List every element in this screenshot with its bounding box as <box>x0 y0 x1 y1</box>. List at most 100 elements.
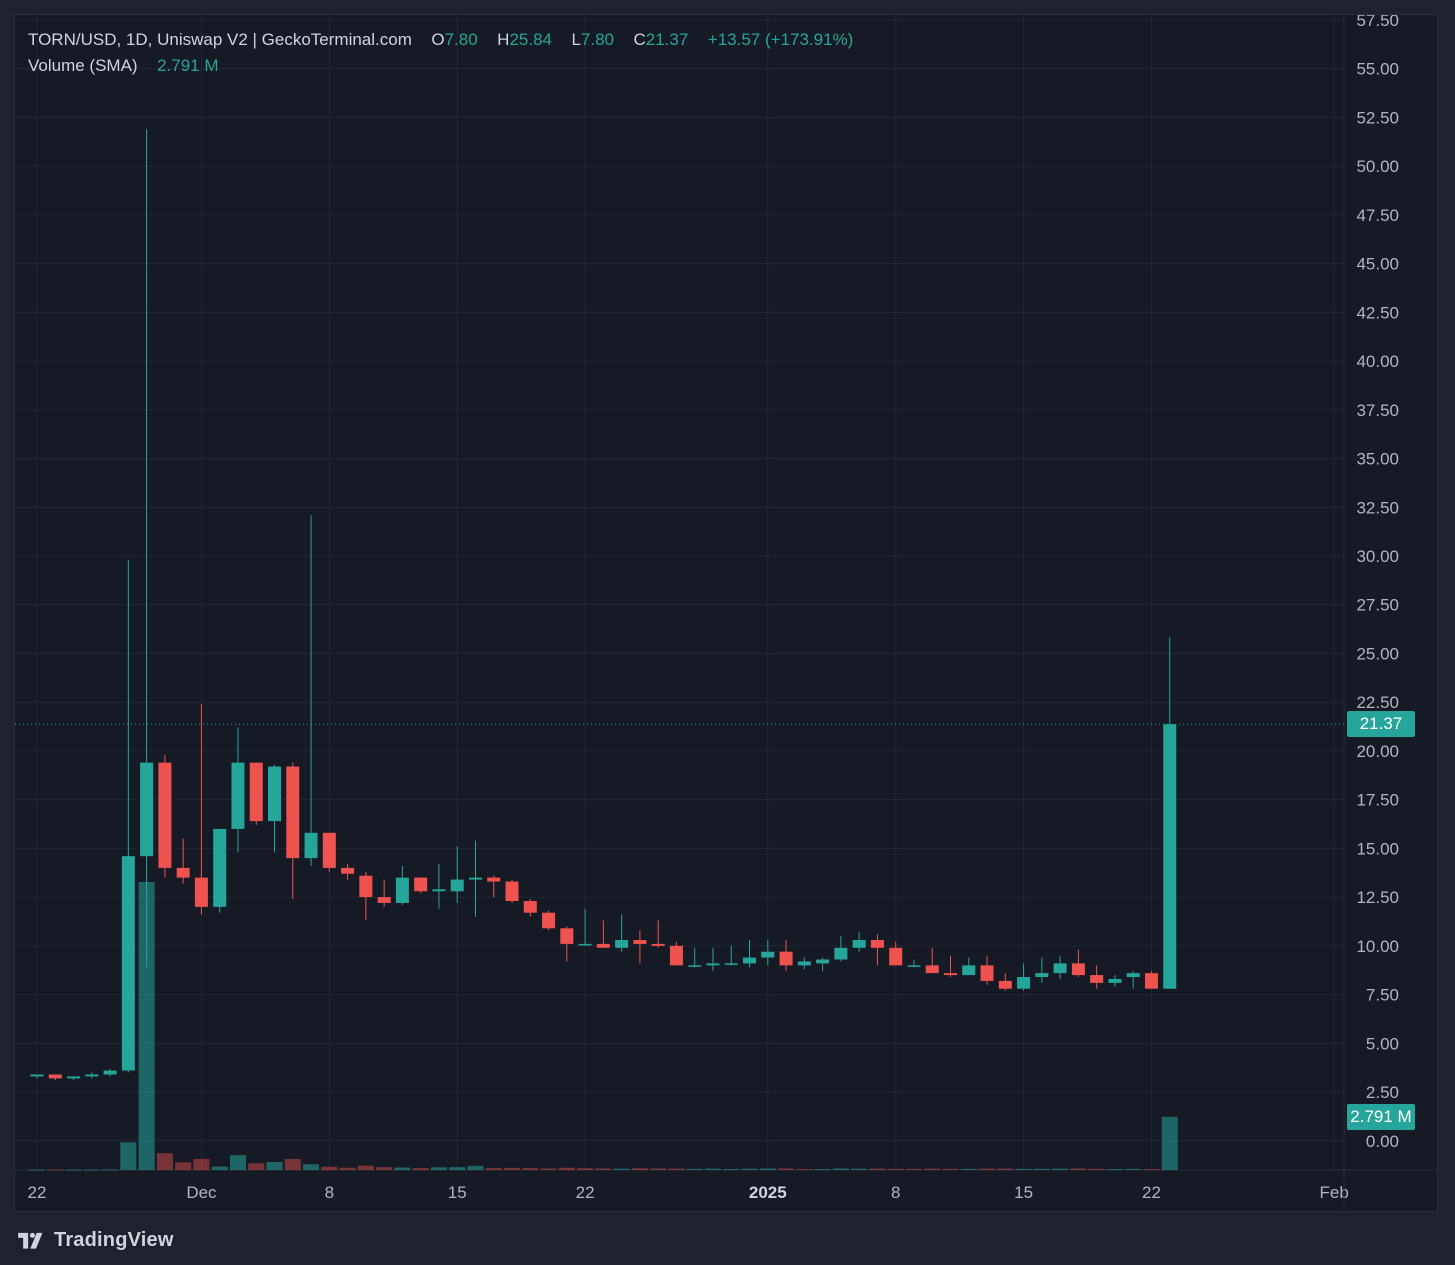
candle-body <box>907 965 921 967</box>
volume-bar <box>193 1158 210 1170</box>
candlestick-chart[interactable]: 0.00 2.50 5.00 7.50 10.00 12.50 15.00 17.50 20.0… <box>15 15 1438 1212</box>
volume-bar <box>321 1166 338 1170</box>
volume-bar <box>558 1167 575 1170</box>
volume-bar <box>266 1161 283 1170</box>
y-tick-label: 10.00 <box>1356 937 1399 956</box>
volume-bar <box>1106 1169 1123 1171</box>
candle-body <box>30 1074 44 1077</box>
y-tick-label: 22.50 <box>1356 693 1399 712</box>
last-volume-tag: 2.791 M <box>1347 1103 1415 1130</box>
y-tick-label: 42.50 <box>1356 303 1399 322</box>
candle-body <box>395 877 409 903</box>
candle-body <box>249 762 263 822</box>
legend-close-value: 21.37 <box>645 30 689 49</box>
volume-bar <box>504 1167 521 1170</box>
legend-symbol[interactable]: TORN/USD, 1D, Uniswap V2 | GeckoTerminal… <box>28 30 412 49</box>
candle-body <box>1035 973 1049 978</box>
volume-bar <box>1052 1168 1069 1170</box>
y-tick-label: 32.50 <box>1356 498 1399 517</box>
legend-volume-label[interactable]: Volume (SMA) <box>28 56 138 75</box>
candle-body <box>743 957 757 964</box>
volume-bar <box>47 1169 64 1171</box>
volume-bar <box>357 1165 374 1170</box>
volume-bar <box>577 1168 594 1170</box>
candle-body <box>852 940 866 948</box>
volume-bar <box>449 1167 466 1170</box>
volume-bar <box>284 1158 301 1170</box>
candle-body <box>359 875 373 898</box>
x-tick-label: 8 <box>891 1183 900 1202</box>
volume-bar <box>1070 1168 1087 1170</box>
volume-bar <box>394 1167 411 1170</box>
volume-bar <box>65 1169 82 1171</box>
candle-body <box>48 1074 62 1079</box>
y-tick-label: 37.50 <box>1356 401 1399 420</box>
volume-bar <box>741 1168 758 1170</box>
candle-body <box>322 832 336 868</box>
y-tick-label: 12.50 <box>1356 888 1399 907</box>
volume-bar <box>997 1168 1014 1170</box>
candle-body <box>1071 963 1085 976</box>
candle-body <box>870 940 884 948</box>
x-tick-label: 15 <box>1014 1183 1033 1202</box>
volume-bar <box>778 1168 795 1170</box>
candle-body <box>633 940 647 944</box>
volume-bar <box>211 1166 228 1170</box>
candle-body <box>542 912 556 929</box>
candle-body <box>669 945 683 966</box>
y-tick-label: 50.00 <box>1356 157 1399 176</box>
candle-body <box>414 877 428 892</box>
candle-body <box>816 959 830 964</box>
volume-bar <box>650 1168 667 1170</box>
y-tick-label: 15.00 <box>1356 839 1399 858</box>
y-tick-label: 55.00 <box>1356 60 1399 79</box>
volume-bar <box>102 1169 119 1171</box>
candle-body <box>980 965 994 981</box>
candle-body <box>834 947 848 960</box>
legend-open-label: O <box>431 30 445 49</box>
volume-bar <box>1015 1168 1032 1170</box>
candle-body <box>1053 963 1067 974</box>
volume-bar <box>924 1168 941 1170</box>
y-tick-label: 30.00 <box>1356 547 1399 566</box>
volume-bar <box>485 1168 502 1170</box>
y-tick-label: 52.50 <box>1356 108 1399 127</box>
y-tick-label: 47.50 <box>1356 206 1399 225</box>
tradingview-brand[interactable]: TradingView <box>54 1228 174 1251</box>
volume-bar <box>631 1168 648 1170</box>
x-tick-label: 22 <box>28 1183 47 1202</box>
volume-bar <box>522 1168 539 1170</box>
volume-bar <box>723 1169 740 1171</box>
candle-body <box>158 762 172 868</box>
x-tick-label: Dec <box>186 1183 217 1202</box>
volume-bar <box>1125 1168 1142 1170</box>
y-tick-label: 27.50 <box>1356 596 1399 615</box>
candle-body <box>998 980 1012 989</box>
candle-body <box>377 897 391 903</box>
legend-low-label: L <box>571 30 581 49</box>
volume-bar <box>467 1165 484 1170</box>
y-tick-label: 57.50 <box>1356 15 1399 30</box>
candle-body <box>176 867 190 878</box>
legend-change: +13.57 (+173.91%) <box>707 30 854 49</box>
y-tick-label: 20.00 <box>1356 742 1399 761</box>
candle-body <box>468 877 482 880</box>
volume-bar <box>303 1164 320 1170</box>
x-tick-label: Feb <box>1320 1183 1349 1202</box>
chart-frame[interactable]: 0.00 2.50 5.00 7.50 10.00 12.50 15.00 17.50 20.0… <box>14 14 1438 1212</box>
candle-body <box>560 928 574 944</box>
x-tick-label: 15 <box>448 1183 467 1202</box>
volume-bar <box>138 882 155 1170</box>
footer: TradingView <box>16 1226 174 1254</box>
candle-body <box>925 965 939 974</box>
volume-bar <box>175 1162 192 1170</box>
legend-low-value: 7.80 <box>580 30 615 49</box>
tradingview-logo-icon[interactable] <box>16 1230 46 1250</box>
legend-price-row: TORN/USD, 1D, Uniswap V2 | GeckoTerminal… <box>28 29 853 55</box>
volume-bar <box>960 1168 977 1170</box>
y-tick-label: 25.00 <box>1356 644 1399 663</box>
y-tick-label: 40.00 <box>1356 352 1399 371</box>
candle-body <box>523 901 537 913</box>
volume-bar <box>832 1168 849 1170</box>
legend-high-label: H <box>497 30 510 49</box>
